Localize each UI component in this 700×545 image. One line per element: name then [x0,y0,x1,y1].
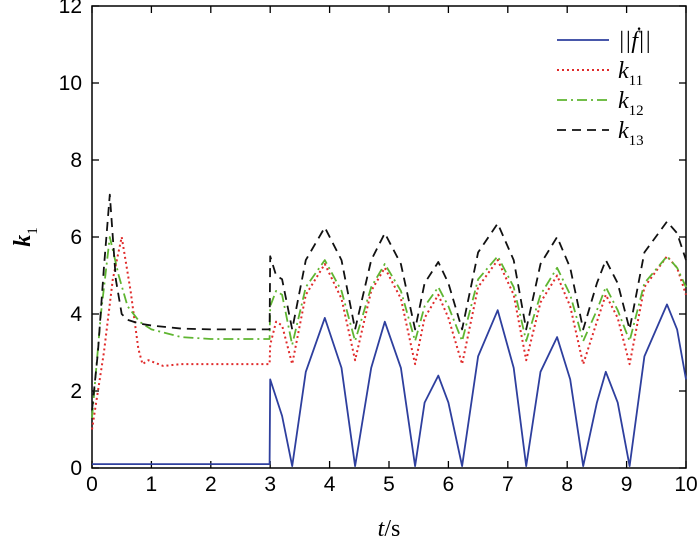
y-tick-label-6: 6 [70,226,82,249]
axis-labels: t/s k1 [10,227,400,542]
x-tick-label-1: 1 [146,473,158,496]
y-tick-label-4: 4 [70,303,82,326]
series-line-1 [91,236,687,430]
legend-label-2: k12 [618,88,644,119]
y-tick-label-12: 12 [59,0,82,18]
x-tick-label-3: 3 [264,473,276,496]
y-tick-label-2: 2 [70,380,82,403]
plot-frame [91,5,687,469]
x-tick-label-6: 6 [443,473,455,496]
x-tick-label-10: 10 [674,473,697,496]
y-tick-label-8: 8 [70,149,82,172]
x-tick-label-9: 9 [621,473,633,496]
x-tick-label-5: 5 [383,473,395,496]
legend-label-3: k13 [618,118,644,149]
series-line-0 [92,303,687,467]
series-layer [91,193,687,467]
legend-label-1: k11 [618,58,643,89]
x-tick-label-2: 2 [205,473,217,496]
x-tick-label-4: 4 [324,473,336,496]
y-axis-label: k1 [10,227,41,247]
x-tick-label-7: 7 [502,473,514,496]
series-line-2 [91,236,687,418]
y-tick-label-0: 0 [70,457,82,480]
y-tick-label-10: 10 [59,72,82,95]
x-tick-label-8: 8 [561,473,573,496]
legend-label-0: ||ḟ|| [618,28,651,54]
x-tick-label-0: 0 [86,473,98,496]
x-axis-label: t/s [378,516,401,542]
series-line-3 [91,193,687,411]
